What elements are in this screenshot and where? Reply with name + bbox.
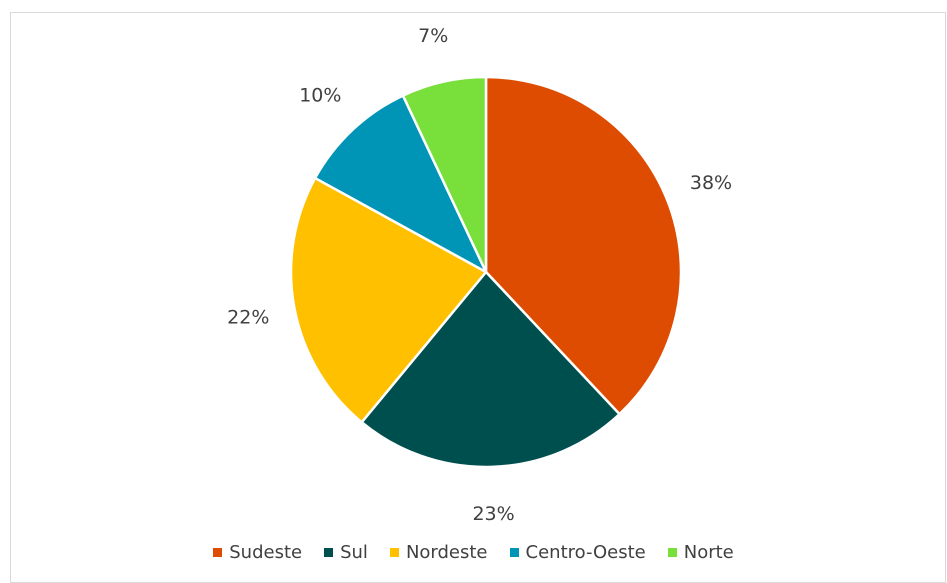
pie-slice-nordeste <box>289 176 488 424</box>
legend-label-nordeste: Nordeste <box>405 541 488 563</box>
pie-slice-sudeste <box>484 75 683 416</box>
legend-swatch-centro-oeste <box>509 547 519 557</box>
legend-swatch-norte <box>667 547 677 557</box>
data-label-sul: 23% <box>472 503 514 525</box>
legend-swatch-sul <box>324 547 334 557</box>
legend-item-nordeste: Nordeste <box>389 541 488 563</box>
chart-legend: Sudeste Sul Nordeste Centro-Oeste Norte <box>0 538 947 566</box>
legend-label-norte: Norte <box>683 541 734 563</box>
legend-label-centro-oeste: Centro-Oeste <box>525 541 646 563</box>
legend-swatch-nordeste <box>389 547 399 557</box>
data-label-centro-oeste: 10% <box>299 85 341 107</box>
pie-slice-sul <box>360 270 621 469</box>
legend-item-norte: Norte <box>667 541 734 563</box>
pie-data-labels: 38% 23% 22% 10% 7% <box>227 25 732 525</box>
legend-label-sudeste: Sudeste <box>229 541 303 563</box>
legend-item-sul: Sul <box>324 542 368 563</box>
legend-item-sudeste: Sudeste <box>213 542 302 563</box>
data-label-nordeste: 22% <box>227 306 269 328</box>
data-label-norte: 7% <box>418 25 448 47</box>
pie-slices <box>289 75 683 469</box>
pie-slice-norte <box>401 75 488 274</box>
legend-item-centro-oeste: Centro-Oeste <box>509 541 646 563</box>
legend-swatch-sudeste <box>213 547 223 557</box>
pie-slice-centro-oeste <box>313 94 488 274</box>
data-label-sudeste: 38% <box>690 172 732 194</box>
legend-label-sul: Sul <box>340 541 368 563</box>
